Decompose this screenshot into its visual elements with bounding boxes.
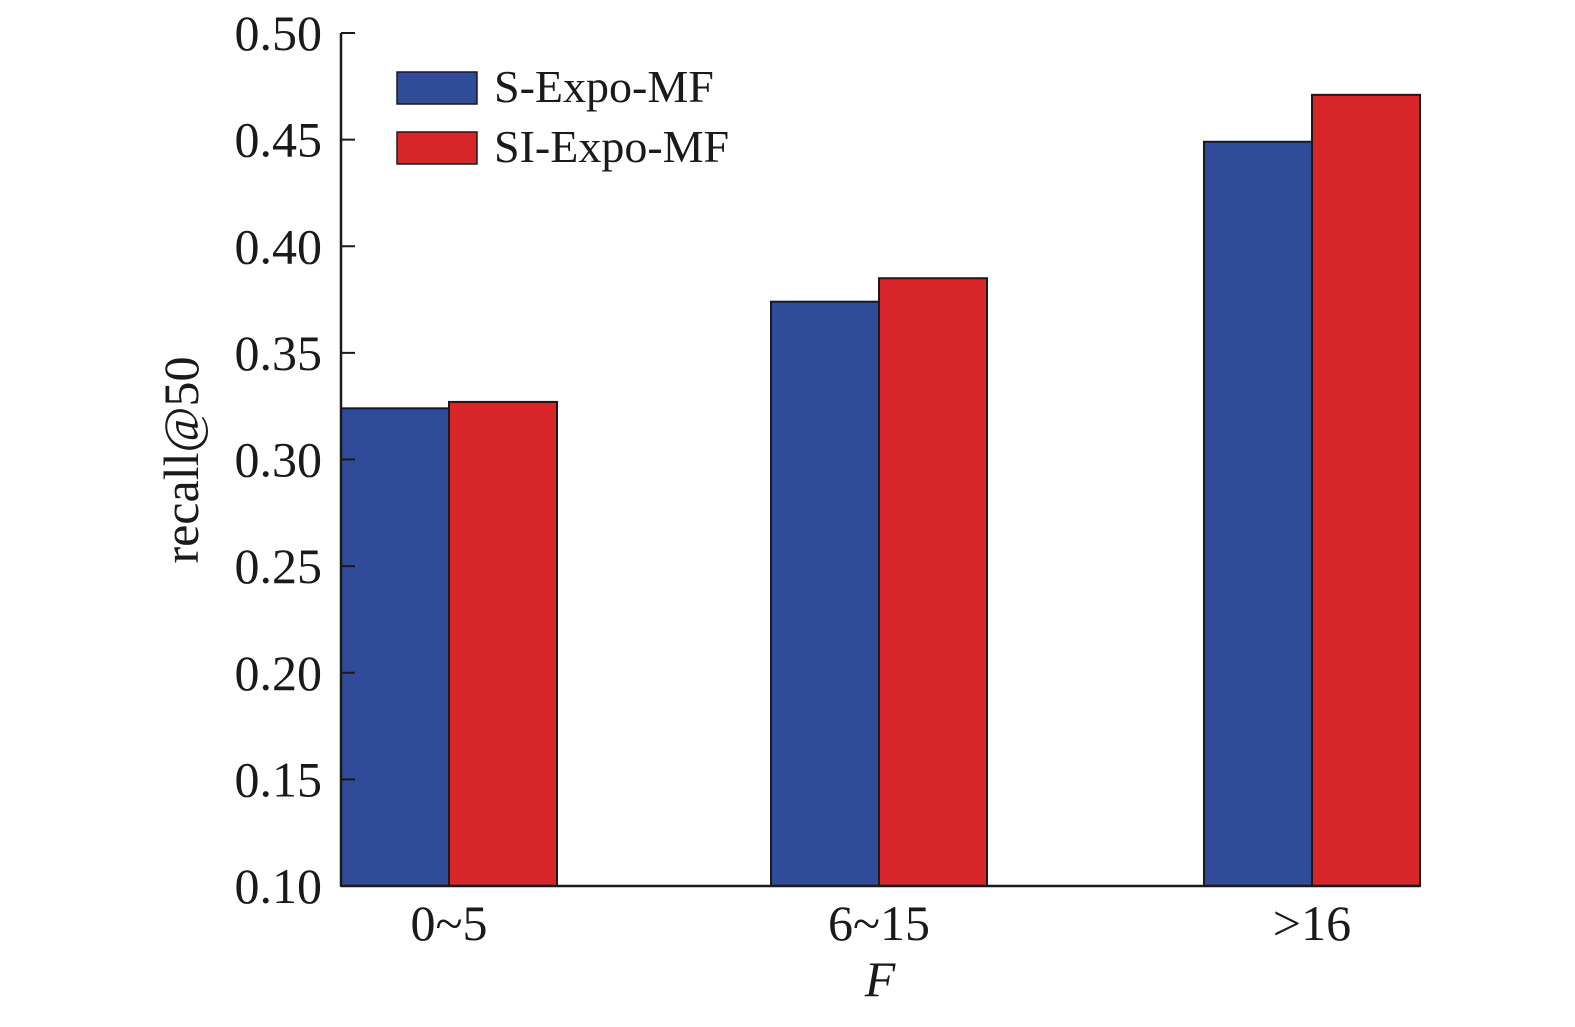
y-axis-title: recall@50 [153,356,209,563]
legend-label-si-expo-mf: SI-Expo-MF [494,121,729,172]
x-axis-title: F [864,951,896,1007]
bar-s-expo-mf-2 [770,300,880,887]
x-ticks-layer: 0~5 6~15 >16 [410,895,1351,951]
y-tick-label: 0.30 [235,432,323,488]
y-tick-label: 0.45 [235,112,323,168]
y-tick-label: 0.35 [235,325,323,381]
legend-label-s-expo-mf: S-Expo-MF [494,61,714,112]
legend-swatch-s-expo-mf [396,71,478,105]
y-tick-label: 0.40 [235,218,323,274]
bar-si-expo-mf-3 [1311,93,1421,887]
bar-s-expo-mf-1 [340,407,450,887]
bar-si-expo-mf-1 [448,400,558,887]
y-tick-label: 0.25 [235,538,323,594]
y-tick-label: 0.20 [235,645,323,701]
legend: S-Expo-MF SI-Expo-MF [396,61,729,172]
bar-si-expo-mf-2 [878,277,988,887]
y-tick-label: 0.50 [235,5,323,61]
y-tick-label: 0.15 [235,751,323,807]
x-tick-label: >16 [1273,895,1351,951]
y-ticks-layer: 0.10 0.15 0.20 0.25 0.30 0.35 0.40 0.45 0.50 [235,5,355,914]
bars-layer [340,93,1421,887]
x-tick-label: 0~5 [410,895,487,951]
y-tick-label: 0.10 [235,858,323,914]
legend-swatch-si-expo-mf [396,131,478,165]
x-tick-label: 6~15 [828,895,930,951]
bar-s-expo-mf-3 [1203,140,1313,887]
